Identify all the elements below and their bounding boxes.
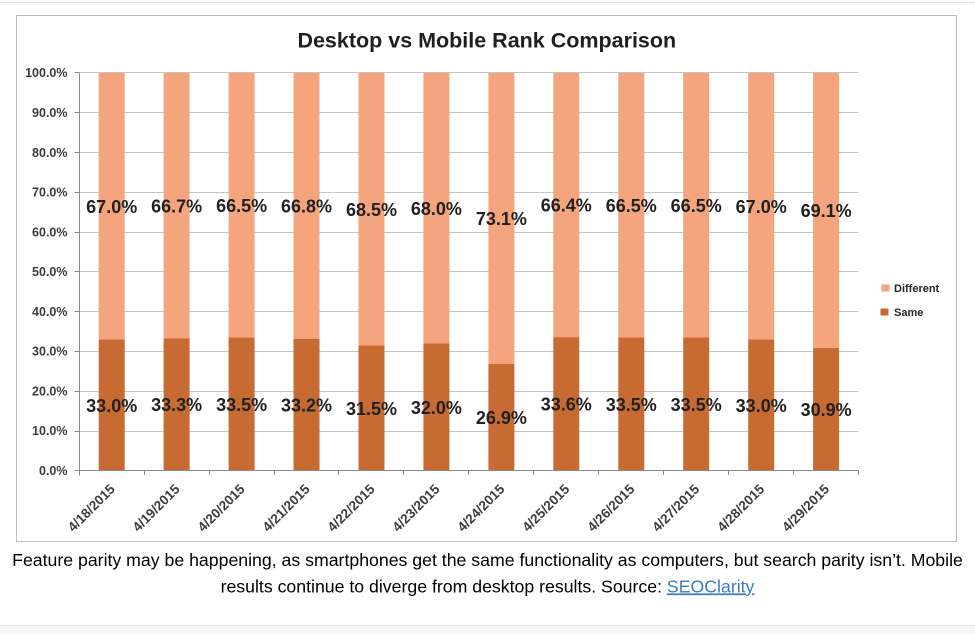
svg-text:90.0%: 90.0% bbox=[32, 106, 67, 120]
svg-text:69.1%: 69.1% bbox=[801, 201, 852, 221]
svg-text:Different: Different bbox=[894, 283, 940, 295]
svg-text:40.0%: 40.0% bbox=[32, 305, 67, 319]
svg-text:68.5%: 68.5% bbox=[346, 200, 397, 220]
svg-text:66.7%: 66.7% bbox=[151, 196, 202, 216]
svg-text:70.0%: 70.0% bbox=[32, 186, 67, 200]
svg-text:67.0%: 67.0% bbox=[86, 197, 137, 217]
svg-text:33.5%: 33.5% bbox=[606, 395, 657, 415]
svg-text:66.8%: 66.8% bbox=[281, 196, 332, 216]
svg-text:Desktop vs Mobile Rank Compari: Desktop vs Mobile Rank Comparison bbox=[297, 29, 676, 53]
svg-text:30.0%: 30.0% bbox=[32, 345, 67, 359]
svg-text:67.0%: 67.0% bbox=[736, 197, 787, 217]
svg-text:33.5%: 33.5% bbox=[671, 395, 722, 415]
svg-text:73.1%: 73.1% bbox=[476, 209, 527, 229]
svg-text:0.0%: 0.0% bbox=[39, 464, 68, 478]
svg-text:33.0%: 33.0% bbox=[86, 396, 137, 416]
svg-text:33.2%: 33.2% bbox=[281, 395, 332, 415]
svg-text:66.5%: 66.5% bbox=[606, 196, 657, 216]
svg-text:Feature parity may be happenin: Feature parity may be happening, as smar… bbox=[12, 550, 963, 570]
svg-text:32.0%: 32.0% bbox=[411, 398, 462, 418]
svg-text:26.9%: 26.9% bbox=[476, 408, 527, 428]
svg-text:33.3%: 33.3% bbox=[151, 395, 202, 415]
svg-text:results continue to diverge fr: results continue to diverge from desktop… bbox=[221, 576, 755, 596]
svg-text:66.5%: 66.5% bbox=[216, 196, 267, 216]
svg-text:66.5%: 66.5% bbox=[671, 196, 722, 216]
svg-text:30.9%: 30.9% bbox=[801, 400, 852, 420]
svg-text:66.4%: 66.4% bbox=[541, 196, 592, 216]
svg-text:33.0%: 33.0% bbox=[736, 396, 787, 416]
svg-text:50.0%: 50.0% bbox=[32, 265, 67, 279]
svg-text:33.6%: 33.6% bbox=[541, 395, 592, 415]
svg-text:20.0%: 20.0% bbox=[32, 384, 67, 398]
svg-text:10.0%: 10.0% bbox=[32, 424, 67, 438]
svg-text:80.0%: 80.0% bbox=[32, 146, 67, 160]
svg-text:Same: Same bbox=[894, 307, 923, 319]
svg-text:33.5%: 33.5% bbox=[216, 395, 267, 415]
svg-text:60.0%: 60.0% bbox=[32, 225, 67, 239]
svg-text:68.0%: 68.0% bbox=[411, 199, 462, 219]
svg-text:100.0%: 100.0% bbox=[25, 66, 67, 80]
svg-text:31.5%: 31.5% bbox=[346, 399, 397, 419]
